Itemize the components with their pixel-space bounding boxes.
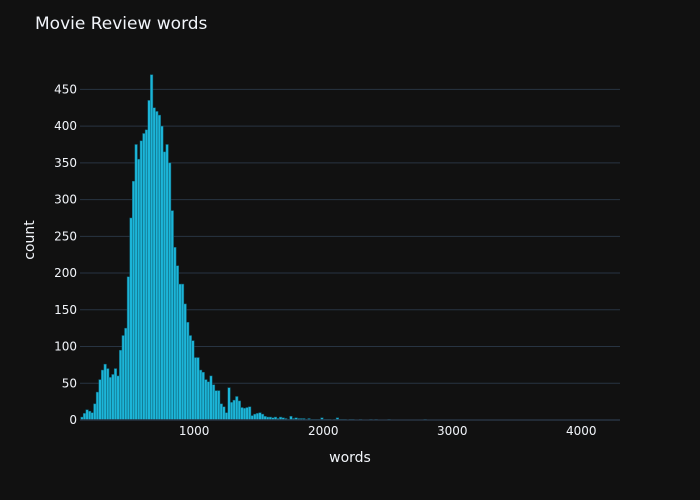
histogram-bar [191, 340, 195, 421]
histogram-bar [129, 217, 133, 421]
histogram-bar [224, 412, 228, 421]
histogram-bar [139, 140, 143, 421]
histogram-bar [245, 407, 249, 421]
histogram-bar [119, 349, 123, 421]
histogram-bar [88, 410, 92, 421]
histogram-bar [222, 406, 226, 421]
y-tick-label: 300 [54, 193, 77, 207]
histogram-bar [201, 371, 205, 421]
histogram-bar [230, 402, 234, 421]
x-tick-label: 3000 [437, 424, 468, 438]
histogram-bars [80, 74, 620, 421]
histogram-bar [113, 368, 118, 421]
y-tick-label: 350 [54, 156, 77, 170]
histogram-bar [248, 406, 252, 421]
histogram-bar [152, 107, 156, 421]
chart-title: Movie Review words [35, 14, 208, 34]
histogram-bar [193, 357, 198, 421]
histogram-bar [95, 391, 99, 421]
histogram-bar [165, 144, 169, 421]
histogram-bar [142, 133, 146, 421]
y-axis-ticks: 0 50 100 150 200 250 300 350 400 450 [54, 82, 77, 427]
histogram-bar [126, 276, 130, 421]
histogram-bar [240, 407, 244, 421]
histogram-bar [183, 303, 187, 421]
x-tick-label: 1000 [179, 424, 210, 438]
x-axis-ticks: 1000 2000 3000 4000 [179, 424, 597, 438]
histogram-bar [209, 375, 213, 421]
histogram-bar [170, 210, 174, 421]
histogram-bar [162, 151, 167, 421]
histogram-bar [134, 144, 138, 421]
histogram-bar [237, 400, 241, 421]
histogram-bar [137, 158, 141, 421]
y-tick-label: 200 [54, 266, 77, 280]
histogram-bar [108, 377, 112, 421]
histogram-bar [85, 409, 89, 421]
y-tick-label: 100 [54, 340, 77, 354]
histogram-bar [219, 403, 223, 421]
y-tick-label: 150 [54, 303, 77, 317]
y-tick-label: 400 [54, 119, 77, 133]
histogram-bar [186, 322, 190, 421]
histogram-bar [98, 379, 102, 421]
histogram-bar [232, 399, 236, 421]
x-tick-label: 2000 [308, 424, 339, 438]
y-tick-label: 250 [54, 229, 77, 243]
histogram-bar [160, 125, 164, 421]
histogram-bar [188, 335, 192, 421]
histogram-bar [121, 335, 125, 421]
histogram-bar [181, 283, 185, 421]
histogram-bar [150, 74, 154, 421]
histogram-bar [111, 374, 115, 421]
histogram-bar [255, 413, 259, 421]
histogram-bar [101, 369, 105, 421]
histogram-bar [147, 100, 151, 421]
histogram-bar [196, 357, 200, 421]
histogram-bar [90, 412, 94, 421]
y-tick-label: 0 [69, 413, 77, 427]
histogram-bar [235, 396, 239, 421]
histogram-bar [242, 407, 247, 421]
histogram-bar [116, 375, 120, 421]
y-axis-label: count [22, 220, 38, 260]
histogram-bar [258, 412, 262, 421]
histogram-bar [173, 247, 177, 421]
histogram-bar [253, 413, 257, 421]
histogram-bar [206, 381, 210, 421]
histogram-bar [168, 162, 172, 421]
histogram-bar [175, 265, 179, 421]
histogram-bar [212, 384, 216, 421]
histogram-bar [124, 327, 128, 421]
histogram-bar [155, 111, 159, 421]
histogram-bar [82, 413, 87, 421]
histogram-bar [214, 390, 218, 421]
histogram-bar [132, 180, 136, 421]
histogram-bar [144, 129, 148, 421]
histogram-bar [217, 390, 221, 421]
histogram-bar [204, 379, 208, 421]
histogram-bar [93, 403, 97, 421]
x-axis-label: words [329, 450, 371, 466]
histogram-bar [103, 363, 107, 421]
y-tick-label: 50 [62, 376, 77, 390]
histogram-bar [157, 114, 161, 421]
y-tick-label: 450 [54, 82, 77, 96]
histogram-bar [178, 283, 182, 421]
histogram-bar [199, 369, 203, 421]
histogram-bar [227, 387, 231, 421]
histogram-bar [106, 368, 110, 421]
x-tick-label: 4000 [566, 424, 597, 438]
histogram-bar [261, 413, 265, 421]
